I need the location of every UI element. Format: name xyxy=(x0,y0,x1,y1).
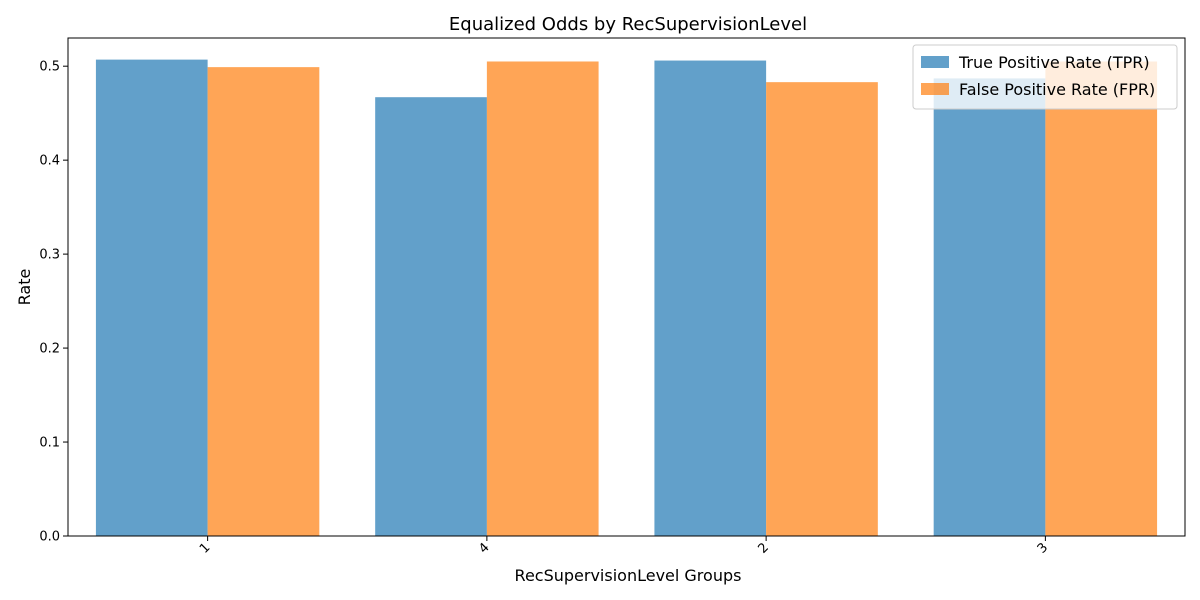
legend-label: False Positive Rate (FPR) xyxy=(959,80,1155,99)
legend-box xyxy=(912,44,1178,110)
legend-swatch xyxy=(921,56,949,68)
chart-title: Equalized Odds by RecSupervisionLevel xyxy=(449,14,807,35)
x-tick-label: 1 xyxy=(197,540,213,556)
plot-frame xyxy=(67,37,1186,537)
y-tick-label: 0.5 xyxy=(39,60,60,75)
legend-swatch xyxy=(921,83,949,95)
bar-fpr-2 xyxy=(766,82,878,536)
bar-fpr-3 xyxy=(1045,61,1158,537)
bar-tpr-4 xyxy=(375,97,487,536)
x-axis: 1 4 2 3 xyxy=(197,536,1051,557)
bar-fpr-4 xyxy=(486,61,599,537)
bar-tpr-1 xyxy=(95,59,208,537)
legend-label: True Positive Rate (TPR) xyxy=(958,53,1150,72)
x-tick-label: 3 xyxy=(1035,540,1051,556)
x-tick-label: 2 xyxy=(755,540,771,556)
x-tick-label: 4 xyxy=(476,540,492,556)
bar-fpr-1 xyxy=(207,67,320,536)
bars-layer xyxy=(95,59,1158,537)
y-axis-title: Rate xyxy=(15,269,34,306)
y-tick-label: 0.4 xyxy=(39,154,60,169)
bar-tpr-3 xyxy=(933,78,1046,537)
y-tick-label: 0.3 xyxy=(39,248,60,263)
y-tick-label: 0.1 xyxy=(39,436,60,451)
y-tick-label: 0.2 xyxy=(39,342,60,357)
bar-tpr-2 xyxy=(654,60,767,537)
legend: True Positive Rate (TPR) False Positive R… xyxy=(912,44,1178,110)
y-tick-label: 0.0 xyxy=(39,530,60,545)
x-axis-title: RecSupervisionLevel Groups xyxy=(515,566,742,585)
y-axis: 0.0 0.1 0.2 0.3 0.4 0.5 xyxy=(39,60,68,545)
